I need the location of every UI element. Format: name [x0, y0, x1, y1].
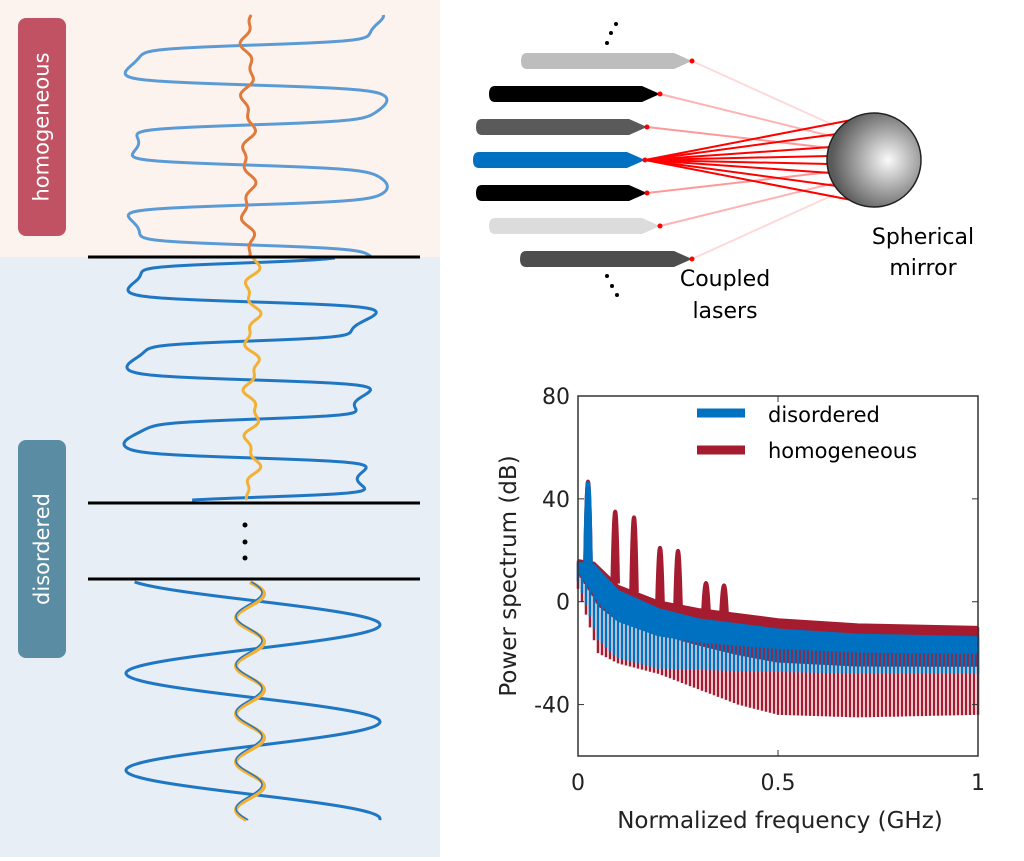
- central-beam: [644, 133, 837, 161]
- y-tick-label: 80: [542, 385, 570, 410]
- ellipsis-bottom: [605, 274, 619, 297]
- central-beam: [644, 159, 852, 201]
- laser-1: [521, 53, 692, 69]
- laser-output-dot: [657, 91, 663, 97]
- disordered-intensity-trace-late: [124, 580, 382, 821]
- central-beam: [644, 155, 830, 161]
- mirror-label: mirror: [889, 256, 957, 281]
- x-tick-label: 0.5: [761, 771, 796, 796]
- x-tick-label: 1: [971, 771, 985, 796]
- homogeneous-peak: [719, 583, 729, 613]
- disordered-tag: disordered: [18, 440, 66, 658]
- legend-label-disordered: disordered: [768, 403, 880, 427]
- coupling-beam: [659, 93, 835, 138]
- y-tick-label: -40: [534, 694, 570, 719]
- x-axis-label: Normalized frequency (GHz): [617, 808, 943, 834]
- y-tick-label: 40: [542, 488, 570, 513]
- homogeneous-spectrum-envelope: [577, 559, 979, 629]
- homogeneous-background: [0, 0, 440, 257]
- homogeneous-peak: [610, 509, 620, 584]
- central-beam: [644, 159, 830, 165]
- disordered-phase-trace-late-2: [235, 581, 263, 821]
- coupling-beam: [659, 182, 835, 227]
- central-beam: [644, 119, 852, 161]
- coupled-laser-diagram: Spherical mirror Coupled lasers: [473, 22, 974, 324]
- ellipsis-dot: [242, 555, 248, 561]
- lasers-label: lasers: [692, 299, 757, 324]
- disordered-phase-trace: [241, 257, 263, 501]
- laser-output-dot: [657, 223, 663, 229]
- laser-output-dot: [689, 256, 695, 262]
- laser-2: [489, 86, 660, 102]
- laser-3: [476, 119, 647, 135]
- laser-7: [520, 251, 692, 267]
- y-axis-label: Power spectrum (dB): [496, 455, 522, 696]
- laser-output-dot: [644, 190, 650, 196]
- time-trace-panel: homogeneous disordered: [0, 0, 440, 857]
- homogeneous-peak: [629, 515, 639, 593]
- coupling-beam: [646, 126, 835, 150]
- laser-4: [473, 152, 645, 168]
- homogeneous-peak: [673, 549, 683, 606]
- disordered-background: [0, 257, 440, 857]
- homogeneous-peak: [655, 546, 665, 603]
- disordered-label: disordered: [30, 493, 55, 605]
- central-beam: [644, 159, 831, 174]
- laser-output-dot: [644, 124, 650, 130]
- disordered-peak: [583, 481, 593, 565]
- disordered-spectrum-envelope: [577, 561, 979, 640]
- mirror-label: Spherical: [872, 225, 974, 250]
- laser-6: [489, 218, 660, 234]
- laser-5: [476, 185, 647, 201]
- central-beam: [644, 146, 831, 161]
- laser-output-dot: [689, 58, 695, 64]
- ellipsis-dot: [242, 522, 248, 528]
- homogeneous-intensity-trace: [123, 14, 389, 259]
- coupling-beam: [691, 193, 835, 260]
- coupling-beam: [691, 60, 835, 127]
- legend-label-homogeneous: homogeneous: [768, 439, 917, 463]
- ellipsis-dot: [242, 539, 248, 545]
- homogeneous-tag: homogeneous: [18, 18, 66, 236]
- lasers-label: Coupled: [680, 267, 770, 292]
- spherical-mirror: [826, 112, 922, 208]
- time-traces: [0, 0, 440, 857]
- central-beam: [644, 159, 837, 187]
- ellipsis-top: [605, 22, 618, 45]
- legend: disordered homogeneous: [697, 403, 917, 463]
- y-tick-label: 0: [556, 591, 570, 616]
- laser-output-dot: [642, 157, 648, 163]
- homogeneous-phase-trace: [238, 14, 258, 258]
- coupling-beam: [646, 170, 835, 194]
- power-spectrum-chart: 0 0.5 1 80 40 0 -40 disordered homogeneous Nor…: [496, 385, 985, 834]
- homogeneous-peak: [701, 581, 711, 611]
- homogeneous-label: homogeneous: [30, 52, 55, 202]
- x-tick-label: 0: [571, 771, 585, 796]
- disordered-intensity-trace: [122, 256, 378, 502]
